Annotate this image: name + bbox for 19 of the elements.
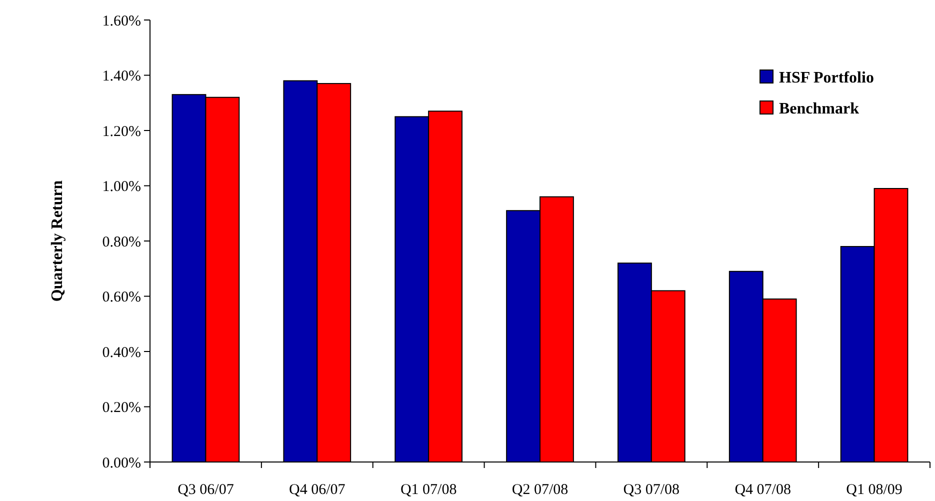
y-tick-label: 1.60% (102, 13, 141, 30)
y-tick-label: 0.40% (102, 344, 141, 361)
y-tick-label: 0.80% (102, 234, 141, 250)
y-tick-label: 1.00% (102, 179, 141, 195)
y-tick-label: 0.20% (102, 400, 141, 416)
x-tick-label: Q3 06/07 (178, 482, 234, 498)
legend-label: Benchmark (779, 100, 860, 118)
y-tick-label: 0.60% (102, 290, 141, 306)
y-tick-label: 0.00% (102, 455, 141, 472)
y-tick-label: 1.40% (102, 68, 141, 84)
x-tick-label: Q2 07/08 (512, 482, 568, 498)
legend-label: HSF Portfolio (779, 70, 874, 87)
x-tick-label: Q1 07/08 (400, 482, 457, 498)
x-tick-label: Q1 08/09 (846, 482, 902, 498)
x-tick-label: Q4 07/08 (734, 482, 791, 498)
x-tick-label: Q4 06/07 (289, 482, 346, 498)
y-axis-title: Quarterly Return (49, 180, 66, 302)
x-tick-label: Q3 07/08 (623, 482, 680, 498)
y-tick-label: 1.20% (102, 124, 141, 140)
